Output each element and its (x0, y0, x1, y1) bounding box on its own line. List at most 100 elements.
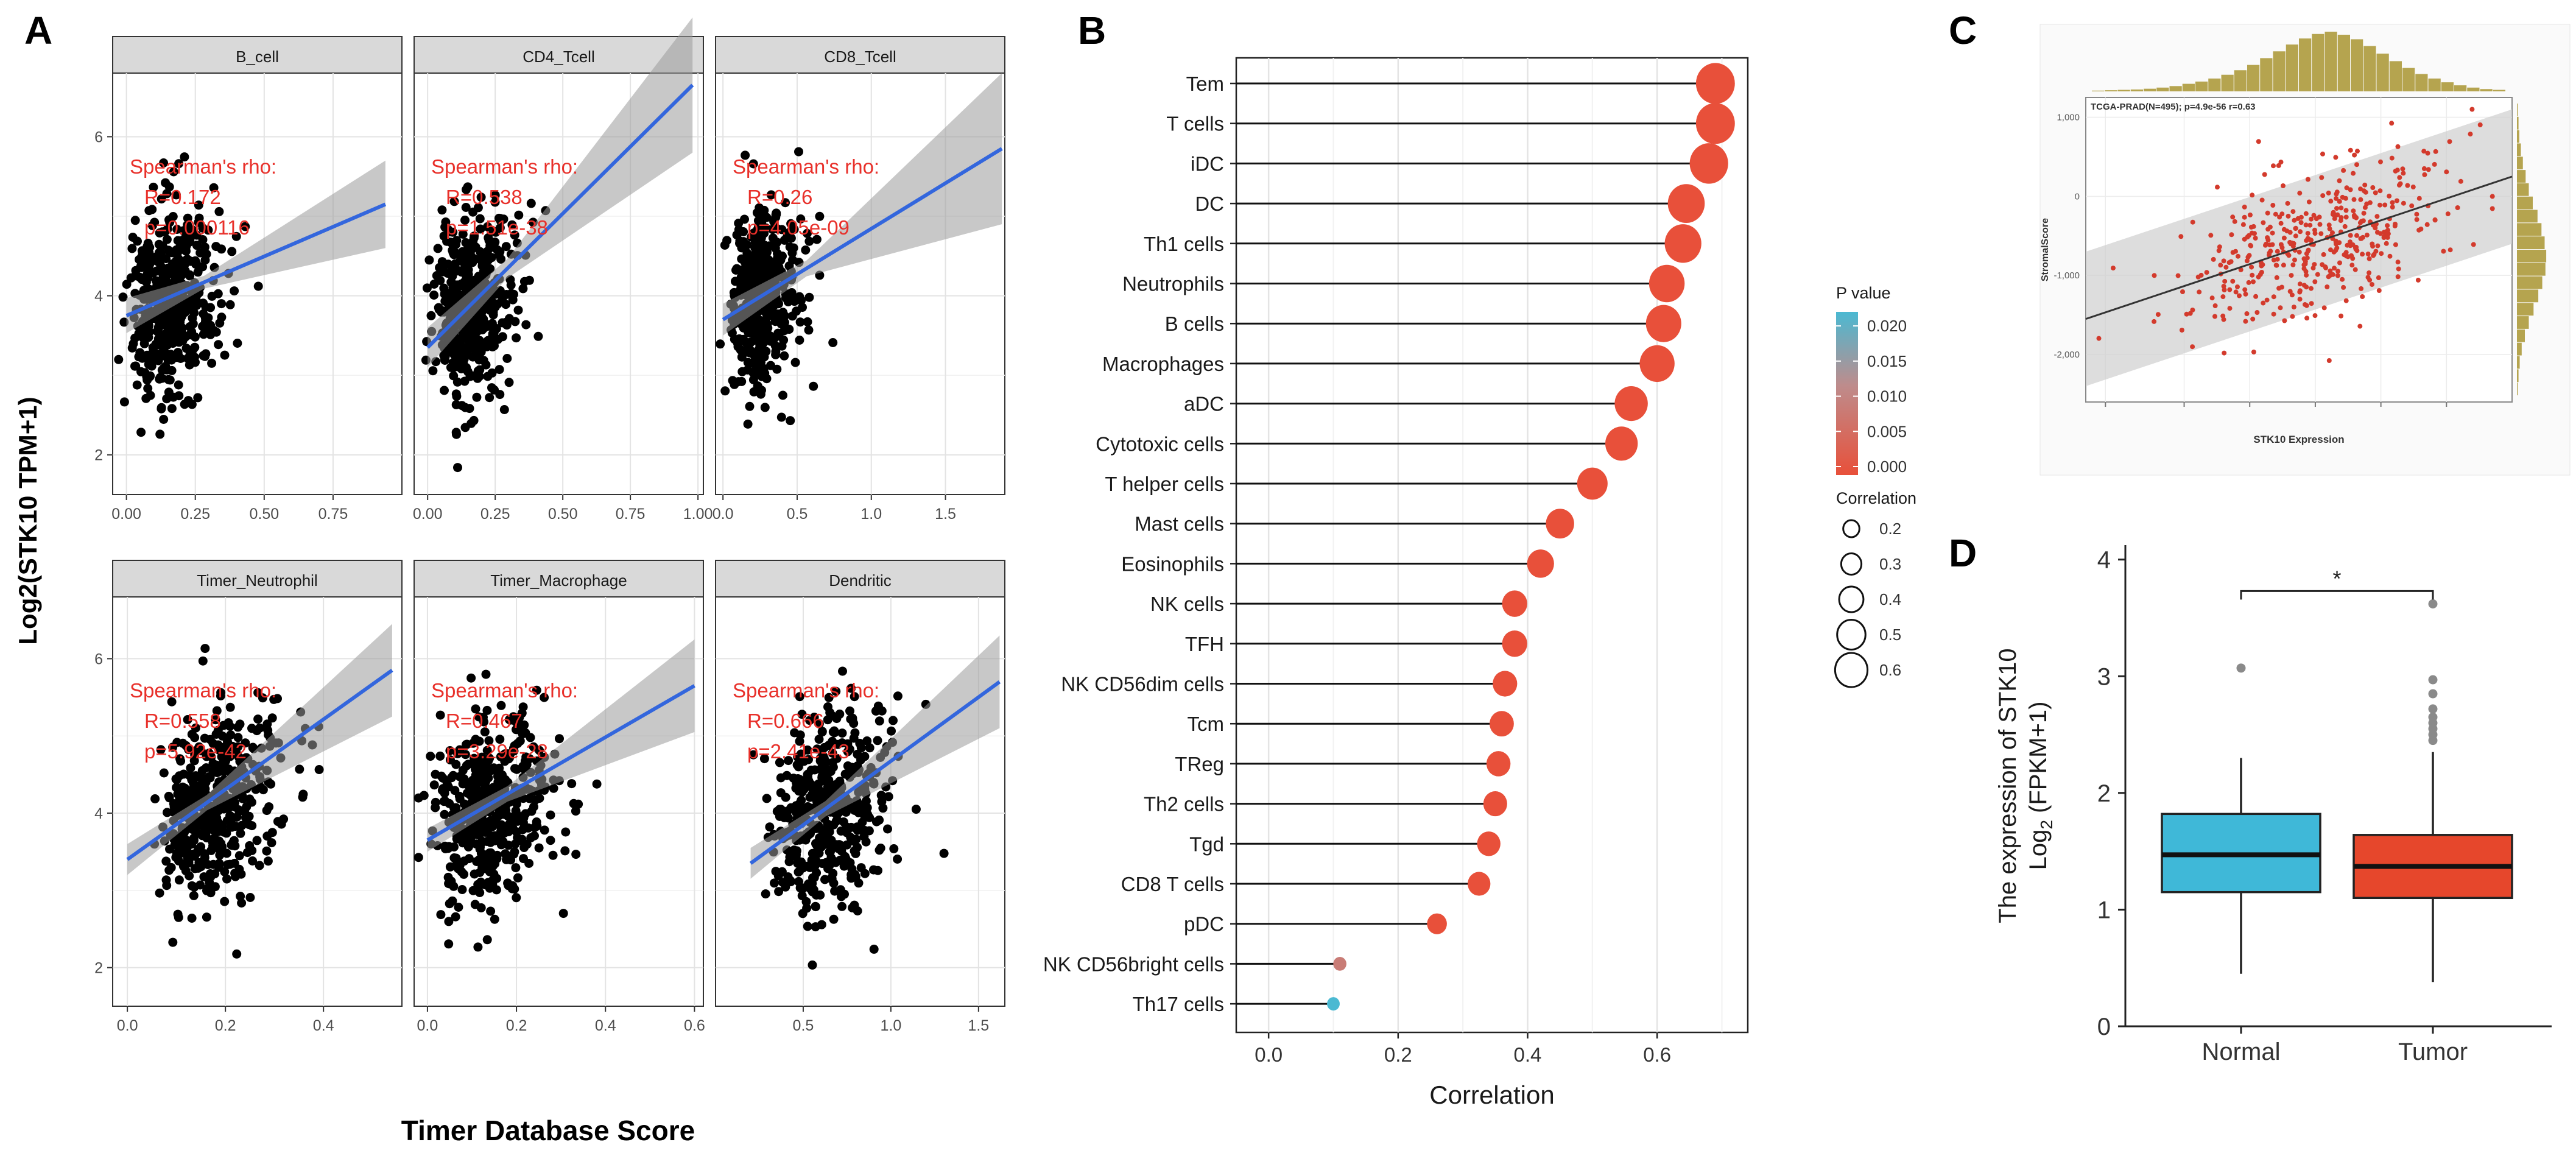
data-point (262, 846, 272, 856)
legend-pvalue-label: 0.020 (1867, 317, 1907, 335)
data-point (2230, 278, 2236, 284)
data-point (476, 224, 485, 234)
data-point (2334, 189, 2340, 195)
data-point (452, 358, 462, 367)
data-point (2314, 216, 2319, 222)
data-point (178, 782, 188, 792)
data-point (470, 344, 479, 353)
data-point (2267, 250, 2272, 256)
stat-label: Spearman's rho: (431, 679, 578, 702)
data-point (460, 799, 469, 809)
data-point (2364, 232, 2370, 238)
data-point (2349, 253, 2354, 258)
data-point (217, 803, 227, 813)
data-point (860, 752, 870, 761)
data-point (485, 883, 494, 893)
category-label: NK CD56bright cells (1043, 953, 1224, 975)
data-point (2341, 284, 2346, 290)
data-point (2184, 311, 2189, 317)
y-axis-title-subscript: 2 (2037, 820, 2056, 830)
legend-size-title: Correlation (1836, 489, 1916, 507)
data-point (790, 358, 800, 367)
regression-line (426, 684, 695, 842)
data-point (784, 261, 794, 271)
data-point (534, 843, 544, 853)
data-point (795, 317, 805, 327)
y-axis-title-log: Log (2025, 830, 2052, 870)
data-point (188, 313, 197, 323)
data-point (765, 331, 775, 340)
data-point (2361, 211, 2367, 216)
data-point (197, 772, 206, 782)
histogram-bar (2517, 143, 2521, 157)
data-point (814, 735, 824, 744)
data-point (2340, 194, 2345, 200)
data-point (171, 190, 181, 200)
data-point (2253, 294, 2259, 299)
stat-label: Spearman's rho: (733, 679, 879, 702)
data-point (2414, 217, 2419, 222)
data-point (456, 256, 465, 266)
data-point (2281, 263, 2286, 268)
data-point (511, 806, 521, 816)
data-point (187, 730, 197, 739)
data-point (119, 397, 129, 407)
data-point (174, 836, 184, 845)
data-point (133, 236, 142, 246)
data-point (732, 264, 742, 273)
data-point (150, 794, 160, 803)
data-point (458, 230, 468, 239)
histogram-bar (2195, 81, 2208, 91)
category-label: aDC (1184, 393, 1224, 415)
data-point (780, 311, 789, 321)
data-point (518, 761, 528, 771)
facet-title: Dendritic (829, 571, 892, 590)
lollipop-point (1614, 386, 1648, 421)
data-point (2298, 220, 2304, 225)
data-point (748, 750, 758, 760)
y-tick-label: 2 (94, 960, 103, 977)
data-point (477, 837, 487, 847)
data-point (2220, 294, 2226, 300)
data-point (2384, 241, 2389, 246)
data-point (2273, 211, 2278, 217)
data-point (2238, 267, 2243, 272)
facet-title: CD8_Tcell (824, 48, 896, 66)
data-point (762, 794, 772, 803)
data-point (2370, 185, 2376, 190)
data-point (2318, 231, 2324, 236)
data-point (2236, 253, 2240, 259)
data-point (491, 885, 501, 895)
data-point (769, 301, 778, 311)
x-tick-label: Normal (2202, 1038, 2281, 1065)
data-point (2262, 172, 2267, 177)
data-point (741, 150, 750, 160)
x-tick-label: 0.75 (318, 506, 348, 523)
category-label: TReg (1175, 753, 1224, 775)
data-point (2360, 252, 2365, 257)
data-point (540, 693, 549, 702)
data-point (817, 727, 827, 736)
data-point (482, 935, 492, 945)
data-point (811, 902, 820, 912)
data-point (448, 896, 457, 906)
panel-b: Tem T cells iDC DC Th1 cells Neutrophils B cel… (1043, 57, 1916, 1109)
data-point (769, 262, 779, 272)
data-point (298, 789, 308, 799)
histogram-bar (2517, 236, 2545, 249)
data-point (478, 252, 488, 261)
data-point (2367, 256, 2372, 261)
data-point (2293, 225, 2298, 231)
data-point (2370, 244, 2376, 249)
data-point (846, 683, 856, 693)
data-point (2357, 323, 2363, 329)
data-point (2358, 197, 2363, 202)
data-point (810, 861, 820, 871)
data-point (2415, 277, 2421, 283)
data-point (492, 850, 502, 860)
histogram-bar (2517, 289, 2539, 303)
data-point (524, 794, 534, 803)
data-point (219, 827, 229, 837)
data-point (535, 794, 544, 803)
data-point (869, 944, 879, 954)
